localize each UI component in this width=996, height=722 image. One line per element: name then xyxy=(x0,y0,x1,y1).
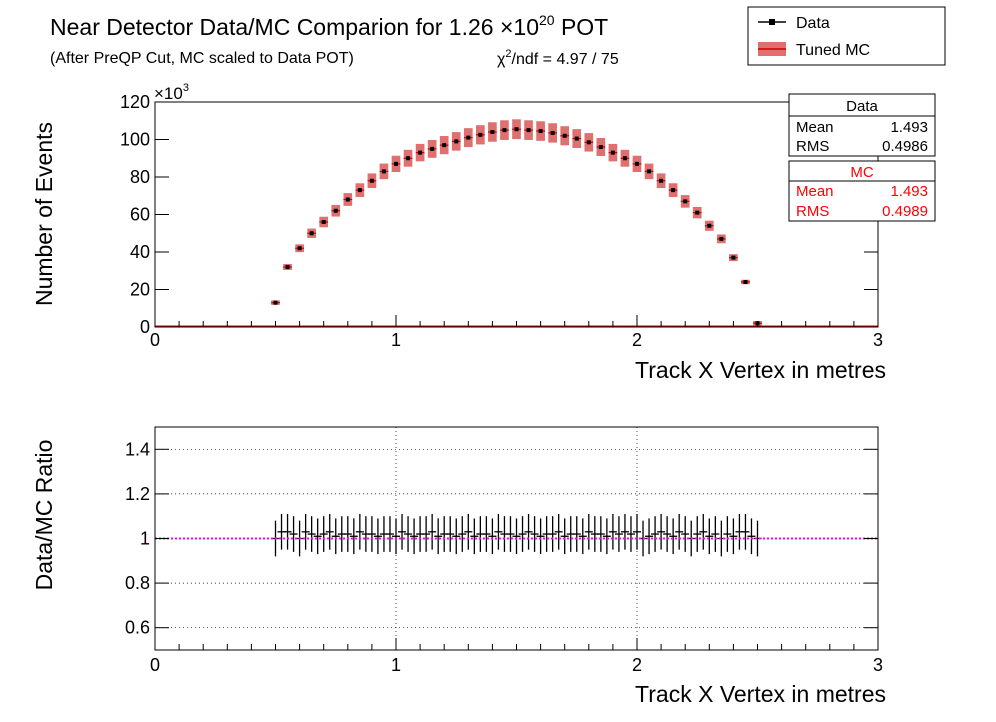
y-tick-label: 60 xyxy=(130,205,150,225)
data-point xyxy=(442,143,447,148)
top-x-axis-label: Track X Vertex in metres xyxy=(635,357,886,383)
data-point xyxy=(285,265,290,269)
bottom-ticks: 0 1 2 3 0.6 0.8 1 1.2 1.4 xyxy=(125,439,883,675)
data-point xyxy=(514,127,519,132)
data-point xyxy=(454,139,459,144)
data-point xyxy=(659,178,664,183)
data-point xyxy=(562,133,567,138)
data-point xyxy=(309,231,314,236)
top-y-axis-label: Number of Events xyxy=(31,122,57,306)
data-point xyxy=(647,169,652,174)
y-tick-label: 100 xyxy=(120,130,150,150)
figure-title: Near Detector Data/MC Comparion for 1.26… xyxy=(50,12,608,40)
data-point xyxy=(478,132,483,137)
data-point xyxy=(671,188,676,193)
data-point xyxy=(490,130,495,134)
top-panel: 0 1 2 3 0 20 40 60 80 100 120 ×103 Track X Vertex … xyxy=(31,82,886,383)
data-point xyxy=(707,223,712,228)
top-y-exponent: ×103 xyxy=(154,82,189,103)
stats-data-title: Data xyxy=(846,98,878,115)
x-tick-label: 2 xyxy=(632,330,642,350)
y-tick-label: 1.2 xyxy=(125,484,150,504)
x-tick-label: 2 xyxy=(632,655,642,675)
stats-mc-mean-value: 1.493 xyxy=(890,183,928,200)
stats-data-rms-label: RMS xyxy=(796,138,829,155)
data-point xyxy=(731,255,736,260)
stats-data-box: Data Mean 1.493 RMS 0.4986 xyxy=(788,93,936,157)
legend: Data Tuned MC xyxy=(747,6,946,66)
data-point xyxy=(743,280,748,284)
x-tick-label: 0 xyxy=(150,655,160,675)
data-point xyxy=(586,140,591,145)
data-point xyxy=(369,178,374,183)
y-tick-label: 80 xyxy=(130,167,150,187)
stats-data-rms-value: 0.4986 xyxy=(882,138,928,155)
data-point xyxy=(381,169,386,174)
data-point xyxy=(333,208,338,213)
stats-mc-box: MC Mean 1.493 RMS 0.4989 xyxy=(788,160,936,222)
data-point xyxy=(538,129,543,134)
data-point xyxy=(345,197,350,202)
y-tick-label: 120 xyxy=(120,92,150,112)
stats-mc-mean-label: Mean xyxy=(796,183,834,200)
data-point xyxy=(695,210,700,215)
data-point xyxy=(418,150,423,155)
stats-mc-rms-value: 0.4989 xyxy=(882,203,928,220)
y-tick-label: 1 xyxy=(140,529,150,549)
top-marks xyxy=(155,119,878,327)
data-point xyxy=(430,146,435,151)
data-point xyxy=(526,128,531,133)
data-point xyxy=(622,156,627,161)
figure-subtitle: (After PreQP Cut, MC scaled to Data POT) xyxy=(50,50,354,67)
data-point xyxy=(550,130,555,135)
data-point xyxy=(719,236,724,241)
bottom-marks xyxy=(155,513,878,557)
stats-mc-rms-label: RMS xyxy=(796,203,829,220)
data-point xyxy=(321,220,326,224)
data-point xyxy=(297,246,302,251)
data-point xyxy=(466,135,471,140)
stats-data-frame xyxy=(788,93,936,157)
stats-mc-frame xyxy=(788,160,936,222)
x-tick-label: 1 xyxy=(391,655,401,675)
legend-data-marker xyxy=(769,19,775,25)
data-point xyxy=(273,300,278,305)
x-tick-label: 3 xyxy=(873,330,883,350)
data-point xyxy=(598,145,603,149)
y-tick-label: 1.4 xyxy=(125,439,150,459)
stats-data-mean-value: 1.493 xyxy=(890,119,928,136)
data-point xyxy=(357,188,362,193)
data-point xyxy=(635,161,639,166)
x-tick-label: 1 xyxy=(391,330,401,350)
y-tick-label: 40 xyxy=(130,242,150,262)
y-tick-label: 0.6 xyxy=(125,618,150,638)
legend-data-label: Data xyxy=(796,15,830,32)
stats-mc-title: MC xyxy=(850,164,873,181)
bottom-panel: 0 1 2 3 0.6 0.8 1 1.2 1.4 Track X Vertex in metr… xyxy=(31,426,886,707)
legend-mc-label: Tuned MC xyxy=(796,42,870,59)
y-tick-label: 0 xyxy=(140,317,150,337)
data-point xyxy=(610,150,615,155)
data-point xyxy=(394,161,398,166)
bottom-y-axis-label: Data/MC Ratio xyxy=(31,440,57,591)
chi2-label: χ2/ndf = 4.97 / 75 xyxy=(497,48,619,68)
x-tick-label: 0 xyxy=(150,330,160,350)
data-point xyxy=(683,199,688,204)
data-point xyxy=(574,136,579,141)
data-point xyxy=(502,128,507,133)
data-point xyxy=(406,156,411,161)
y-tick-label: 0.8 xyxy=(125,573,150,593)
y-tick-label: 20 xyxy=(130,280,150,300)
x-tick-label: 3 xyxy=(873,655,883,675)
bottom-x-axis-label: Track X Vertex in metres xyxy=(635,681,886,707)
stats-data-mean-label: Mean xyxy=(796,119,834,136)
